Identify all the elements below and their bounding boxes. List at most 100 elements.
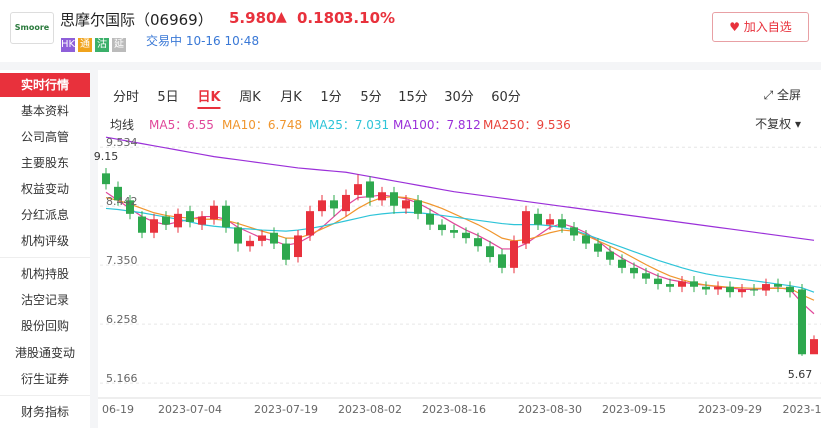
candle-body — [114, 186, 122, 201]
candle-body — [774, 284, 782, 287]
candle-body — [150, 219, 158, 233]
candle-body — [642, 273, 650, 279]
sidebar-item[interactable]: 分红派息 — [20, 208, 69, 222]
candle-body — [186, 211, 194, 222]
candle-body — [558, 219, 566, 228]
tab[interactable]: 5分 — [360, 90, 382, 105]
candle-body — [726, 286, 734, 293]
candle-body — [258, 235, 266, 241]
candle-body — [594, 243, 602, 252]
tab[interactable]: 日K — [197, 86, 221, 109]
header: Smoore 思摩尔国际（06969） 5.980 ▲ 0.180 3.10% … — [0, 0, 821, 62]
sidebar-item[interactable]: 财务指标 — [20, 405, 69, 419]
logo: Smoore — [10, 12, 54, 44]
sidebar-item[interactable]: 基本资料 — [20, 104, 69, 118]
candle-body — [270, 232, 278, 244]
candle-body — [618, 259, 626, 268]
candle-body — [534, 213, 542, 225]
legend-entry: MA100：7.812 — [393, 118, 481, 132]
tab[interactable]: 月K — [280, 90, 302, 105]
sidebar-item[interactable]: 实时行情 — [0, 73, 90, 97]
fullscreen-icon: ⤢ — [763, 88, 777, 102]
candle-body — [234, 227, 242, 244]
x-tick-label: 2023-07-04 — [158, 403, 222, 416]
badge: 通 — [78, 38, 92, 52]
price: 5.980 — [229, 9, 277, 27]
sidebar-item[interactable]: 沽空记录 — [20, 293, 69, 307]
legend-entry: MA25：7.031 — [309, 118, 390, 132]
tab[interactable]: 分时 — [112, 90, 140, 105]
candle-body — [414, 200, 422, 214]
sidebar-divider — [0, 257, 90, 258]
legend-entry: MA5：6.55 — [149, 118, 214, 132]
candle-body — [570, 227, 578, 236]
candle-body — [138, 216, 146, 233]
x-tick-label: 2023-09-29 — [698, 403, 762, 416]
tab[interactable]: 5日 — [157, 90, 179, 105]
tab[interactable]: 15分 — [398, 90, 428, 105]
candle-body — [498, 254, 506, 268]
candle-body — [354, 184, 362, 195]
y-tick-label: 9.534 — [106, 136, 138, 149]
sidebar-item[interactable]: 公司高管 — [20, 130, 69, 144]
sidebar-item[interactable]: 股份回购 — [20, 319, 69, 333]
ma-line — [105, 136, 815, 241]
low-label: 5.67 — [788, 368, 813, 381]
candle-body — [438, 224, 446, 231]
candle-body — [366, 181, 374, 198]
y-tick-label: 6.258 — [106, 313, 138, 326]
sidebar-item[interactable]: 港股通变动 — [14, 346, 75, 360]
ma-title: 均线 — [110, 118, 135, 132]
candle-body — [222, 205, 230, 228]
candle-body — [762, 284, 770, 291]
candle-body — [798, 289, 806, 355]
candle-body — [678, 281, 686, 287]
tab[interactable]: 周K — [239, 90, 261, 105]
tab[interactable]: 30分 — [444, 90, 474, 105]
candle-body — [126, 200, 134, 214]
adjust-select[interactable]: 不复权 ▾ — [755, 117, 801, 131]
candle-body — [654, 278, 662, 285]
button-label: 加入自选 — [743, 20, 792, 34]
x-tick-label: 2023-1 — [783, 403, 821, 416]
badge: HK — [61, 38, 76, 52]
change: 0.180 — [297, 9, 345, 27]
candle-body — [198, 216, 206, 225]
fullscreen-label: 全屏 — [776, 88, 801, 102]
x-tick-label: 06-19 — [102, 403, 134, 416]
badge: 沽 — [95, 38, 109, 52]
candle-body — [450, 230, 458, 233]
candle-body — [606, 251, 614, 260]
sidebar-item[interactable]: 机构持股 — [20, 267, 69, 281]
x-tick-label: 2023-08-02 — [338, 403, 402, 416]
sidebar-item[interactable]: 主要股东 — [20, 156, 69, 170]
high-label: 9.15 — [94, 150, 119, 163]
candle-body — [174, 213, 182, 228]
x-tick-label: 2023-08-30 — [518, 403, 582, 416]
watchlist-button[interactable]: ♥ 加入自选 — [712, 12, 809, 42]
x-tick-label: 2023-07-19 — [254, 403, 318, 416]
sidebar-item[interactable]: 衍生证券 — [20, 372, 69, 386]
candle-body — [462, 232, 470, 239]
candle-body — [390, 192, 398, 206]
sidebar-item[interactable]: 机构评级 — [20, 234, 69, 248]
candle-body — [702, 286, 710, 290]
candle-body — [162, 216, 170, 225]
candle-body — [342, 194, 350, 212]
candle-body — [522, 211, 530, 244]
candle-body — [714, 286, 722, 290]
candle-body — [318, 200, 326, 212]
fullscreen[interactable]: ⤢ 全屏 — [764, 86, 801, 103]
chart-panel: ⤢ 全屏 均线 不复权 ▾ 分时 5日 日K 周K 月K 1分 5分 15分 30分 60分 MA5… — [98, 70, 821, 428]
candle-body — [210, 205, 218, 220]
candle-body — [282, 243, 290, 260]
candle-body — [750, 289, 758, 291]
candle-body — [810, 339, 818, 355]
up-arrow: ▲ — [276, 9, 287, 25]
x-tick-label: 2023-09-15 — [602, 403, 666, 416]
sidebar-item[interactable]: 权益变动 — [20, 182, 69, 196]
plot-area — [100, 136, 821, 384]
tab[interactable]: 1分 — [320, 90, 342, 105]
tab[interactable]: 60分 — [491, 90, 521, 105]
badge: 延 — [112, 38, 126, 52]
